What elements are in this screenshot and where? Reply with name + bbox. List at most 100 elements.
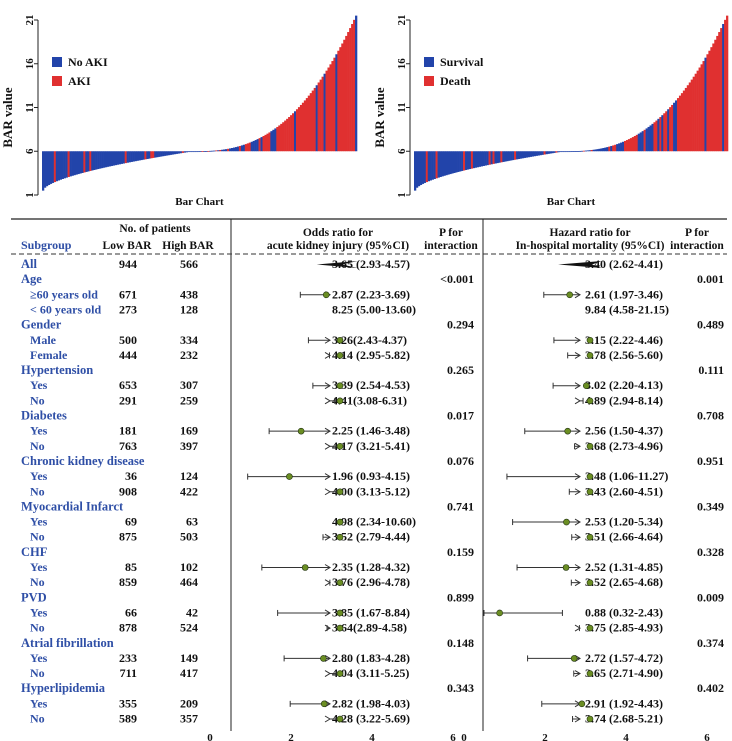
y-tick-label: 6 (396, 148, 408, 154)
bar-negative (223, 149, 226, 152)
bar-negative (138, 151, 141, 161)
row-label: Yes (30, 696, 48, 710)
bar-negative (574, 151, 578, 152)
bar-negative (95, 151, 98, 170)
bar-negative (421, 151, 425, 184)
legend-swatch-blue (424, 57, 434, 67)
bar-negative (101, 151, 104, 169)
hr-value-text: 3.40 (2.62-4.41) (585, 257, 663, 271)
bar-positive (150, 151, 153, 159)
bar-positive (347, 32, 350, 152)
p1-value: 0.741 (447, 499, 474, 513)
bar-negative (51, 151, 55, 183)
subgroup-row: Yes 233 149 2.80 (1.83-4.28) 2.72 (1.57-4.72… (30, 651, 663, 665)
hr-value-text: 3.74 (2.68-5.21) (585, 712, 663, 726)
bar-positive (631, 137, 635, 152)
or-value-text: 2.25 (1.46-3.48) (332, 424, 410, 438)
bar-negative (525, 151, 529, 158)
legend-swatch-red (424, 76, 434, 86)
y-tick-label: 21 (24, 15, 36, 26)
group-row: PVD 0.899 0.009 (21, 590, 724, 604)
bar-positive (325, 70, 328, 152)
row-label: No (30, 484, 45, 498)
bar-positive (678, 95, 682, 152)
bar-positive (284, 120, 287, 152)
hr-value-text: 3.51 (2.66-4.64) (585, 530, 663, 544)
p2-value: 0.374 (697, 636, 724, 650)
bar-negative (622, 141, 625, 152)
or-value-text: 2.87 (2.23-3.69) (332, 287, 410, 301)
hr-value-text: 2.52 (1.31-4.85) (585, 560, 663, 574)
or-value-text: 3.76 (2.96-4.78) (332, 575, 410, 589)
bar-negative (561, 151, 564, 153)
bar-positive (702, 61, 705, 152)
subgroup-row: Male 500 334 3.26(2.43-4.37) 3.15 (2.22-4.46… (30, 333, 663, 347)
x-axis-label: Bar Chart (175, 196, 224, 208)
hr-ci-arrow (574, 564, 581, 571)
or-value-text: 3.26(2.43-4.37) (332, 333, 407, 347)
bar-negative (250, 141, 253, 152)
hr-point (570, 655, 578, 662)
bar-negative (146, 151, 149, 159)
x-tick-label: 4 (623, 732, 629, 741)
bar-positive (712, 43, 715, 152)
bar-negative (545, 151, 548, 155)
bar-negative (71, 151, 74, 176)
bar-positive (671, 104, 674, 152)
or-point (336, 488, 344, 496)
p1-value: 0.017 (447, 409, 474, 423)
low-bar-header: Low BAR (103, 240, 153, 252)
bar-negative (519, 151, 523, 159)
row-label: Gender (21, 318, 62, 332)
bar-negative (529, 151, 533, 157)
subgroup-row: ≥60 years old 671 438 2.87 (2.23-3.69) 2.61 … (30, 287, 663, 301)
bar-negative (232, 147, 236, 152)
row-label: Atrial fibrillation (21, 636, 114, 650)
legend-swatch-blue (52, 57, 62, 67)
bar-negative (175, 151, 179, 154)
low-bar-count: 763 (119, 439, 137, 453)
bar-negative (130, 151, 133, 162)
bar-negative (270, 131, 273, 152)
bar-negative (75, 151, 78, 175)
x-tick-label: 2 (542, 732, 548, 741)
low-bar-count: 85 (125, 560, 137, 574)
bar-positive (349, 28, 352, 152)
or-ci-arrow (324, 715, 331, 723)
bar-negative (57, 151, 61, 181)
bar-negative (523, 151, 527, 158)
subgroup-row: No 859 464 3.76 (2.96-4.78) 3.52 (2.65-4.68) (30, 575, 663, 589)
bar-negative (472, 151, 476, 169)
or-value-text: 3.64(2.89-4.58) (332, 621, 407, 635)
p1-value: 0.294 (447, 318, 474, 332)
bar-positive (152, 151, 155, 158)
or-point (336, 715, 344, 723)
bar-positive (67, 151, 70, 178)
low-bar-count: 233 (119, 651, 137, 665)
or-point (336, 624, 344, 632)
bar-negative (160, 151, 163, 157)
bar-negative (154, 151, 157, 158)
or-value-text: 3.39 (2.54-4.53) (332, 378, 410, 392)
bar-negative (553, 151, 556, 153)
hr-point (586, 624, 594, 632)
bar-negative (474, 151, 478, 168)
hr-value-text: 3.02 (2.20-4.13) (585, 378, 663, 392)
bar-negative (596, 149, 599, 152)
bar-negative (510, 151, 513, 161)
p2-value: 0.489 (697, 318, 724, 332)
bar-positive (286, 118, 289, 152)
bar-positive (248, 142, 251, 152)
hr-point (586, 533, 594, 541)
hr-value-text: 2.53 (1.20-5.34) (585, 515, 663, 529)
hr-point (586, 715, 594, 723)
bar-negative (567, 151, 570, 153)
high-bar-count: 209 (180, 696, 198, 710)
bar-negative (451, 151, 454, 174)
bar-negative (547, 151, 550, 154)
hr-point (583, 382, 590, 390)
bar-negative (128, 151, 131, 163)
high-bar-count: 63 (186, 515, 198, 529)
hr-point (562, 564, 570, 571)
high-bar-count: 149 (180, 651, 198, 665)
